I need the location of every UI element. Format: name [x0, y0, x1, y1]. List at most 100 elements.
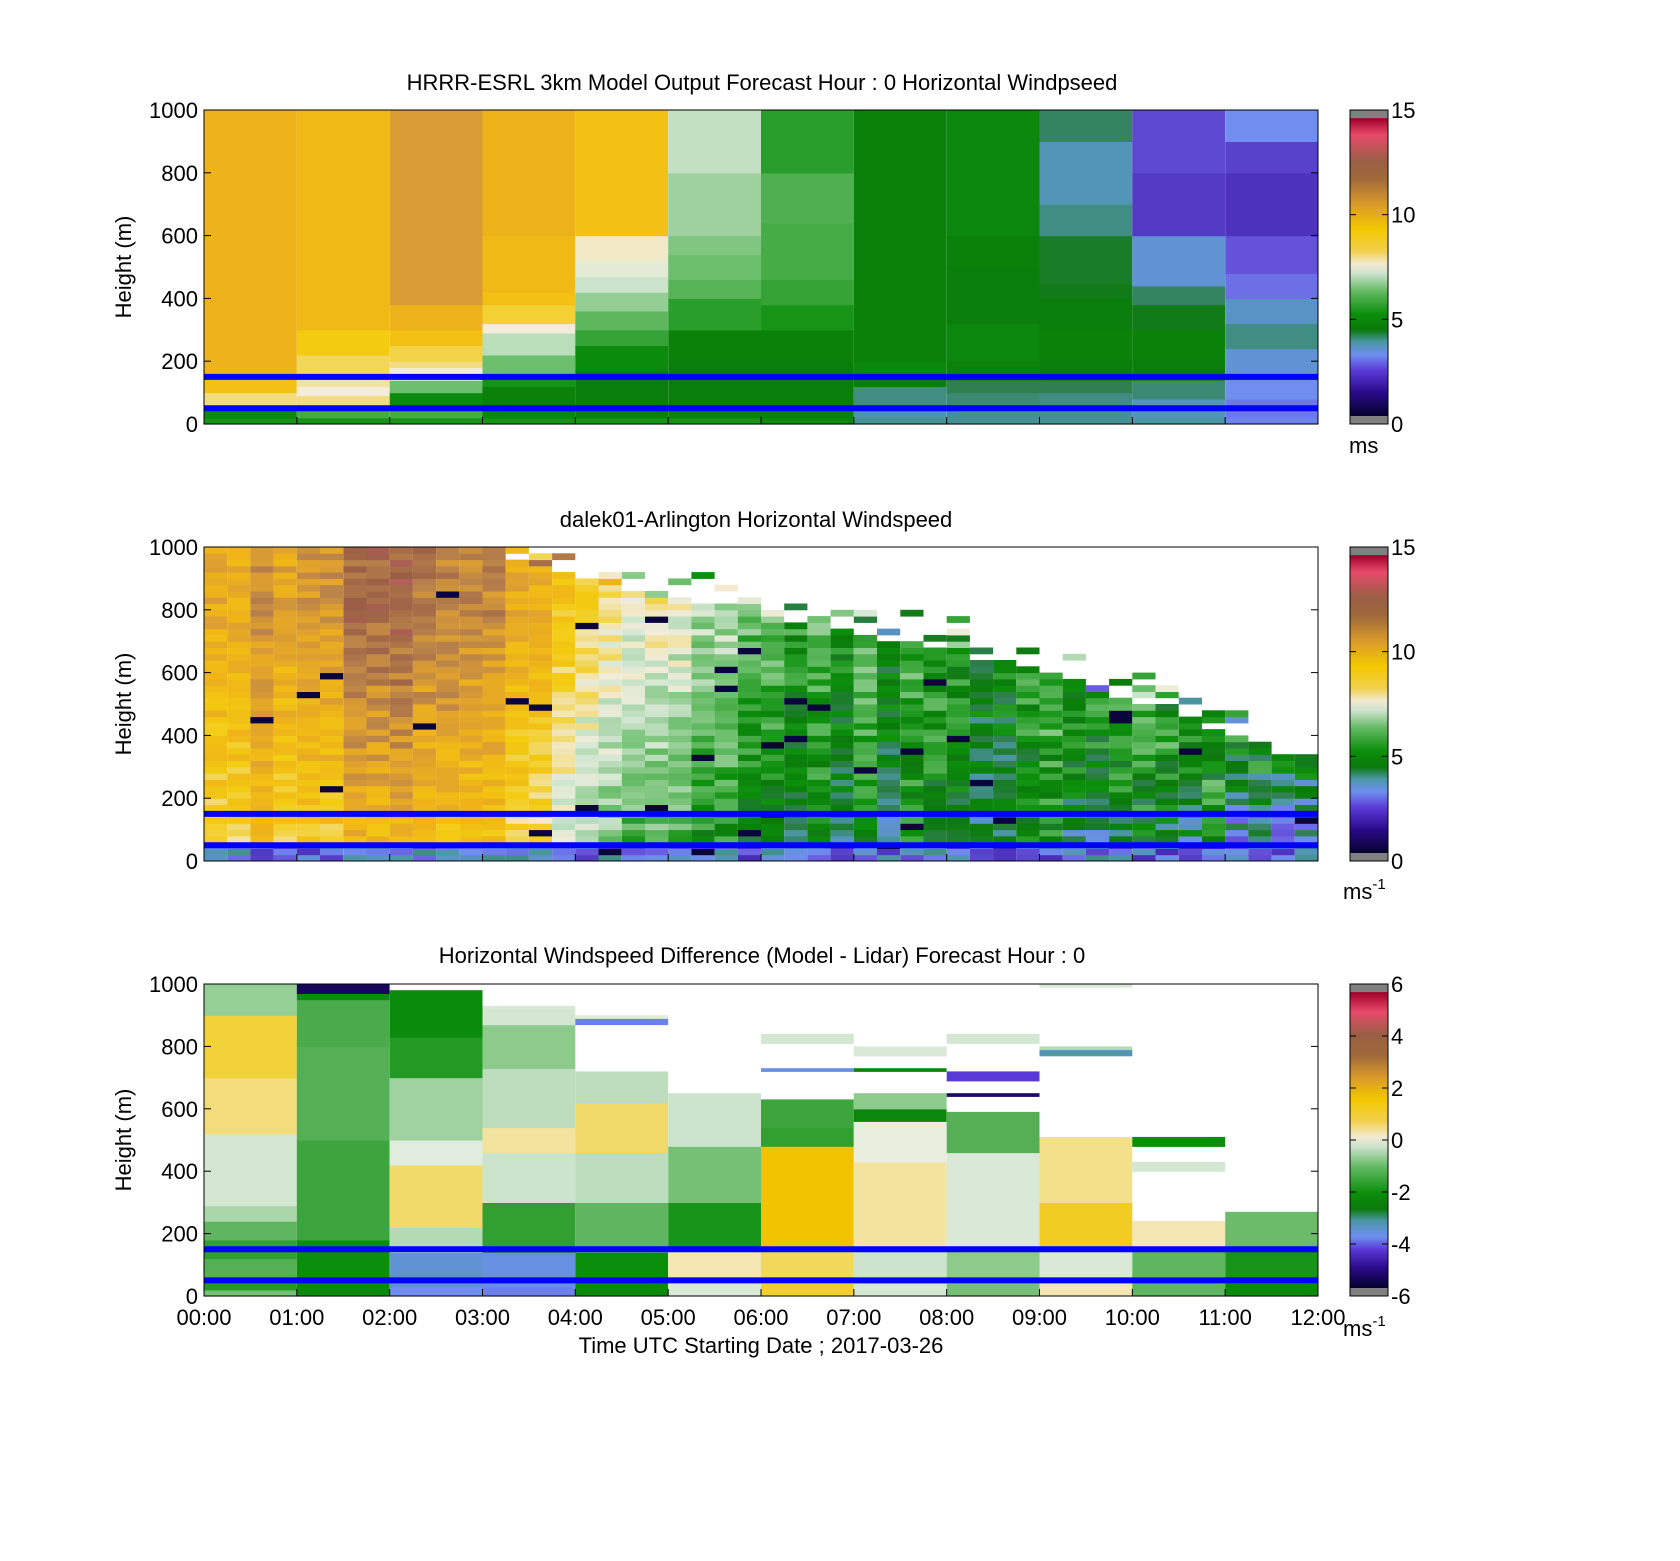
- panel-lidar-cell: [691, 660, 715, 667]
- panel-lidar-cell: [830, 741, 854, 749]
- panel-lidar-cell: [830, 854, 854, 862]
- panel-lidar-cell: [1132, 691, 1156, 699]
- panel-lidar-cell: [830, 628, 854, 636]
- panel-lidar-cell: [807, 622, 831, 630]
- panel-model-colorbar-tick-label: 0: [1391, 412, 1403, 437]
- panel-model-cell: [1039, 298, 1133, 331]
- panel-lidar-cell: [459, 710, 483, 718]
- panel-lidar-cell: [436, 647, 460, 655]
- panel-lidar-cell: [1085, 748, 1110, 755]
- panel-lidar-cell: [621, 722, 645, 730]
- panel-lidar-cell: [830, 697, 854, 705]
- panel-lidar-cell: [389, 766, 413, 774]
- panel-lidar-cell: [575, 678, 599, 686]
- panel-lidar-cell: [1294, 766, 1318, 774]
- panel-lidar-cell: [807, 660, 831, 667]
- panel-lidar-cell: [366, 653, 390, 661]
- panel-lidar-cell: [528, 835, 553, 843]
- panel-lidar-cell: [273, 616, 297, 623]
- panel-lidar-cell: [691, 779, 715, 787]
- panel-lidar-cell: [621, 854, 645, 862]
- panel-lidar-cell: [1202, 829, 1226, 837]
- panel-lidar-cell: [459, 597, 483, 604]
- panel-lidar-cell: [737, 735, 761, 743]
- panel-lidar-cell: [343, 804, 367, 812]
- panel-lidar-cell: [320, 634, 344, 642]
- panel-lidar-cell: [737, 691, 761, 699]
- panel-lidar-cell: [1271, 854, 1295, 862]
- panel-lidar-cell: [250, 559, 274, 567]
- panel-lidar-cell: [366, 716, 390, 724]
- panel-lidar-cell: [227, 829, 251, 837]
- panel-model-cell: [1039, 204, 1133, 237]
- panel-lidar-cell: [714, 653, 738, 661]
- panel-lidar-cell: [296, 760, 320, 768]
- panel-lidar-cell: [343, 647, 367, 655]
- panel-lidar-cell: [389, 622, 413, 630]
- panel-lidar-cell: [668, 766, 692, 774]
- x-tick-label: 09:00: [1012, 1305, 1067, 1330]
- panel-lidar-cell: [366, 685, 390, 692]
- panel-lidar-cell: [436, 848, 460, 856]
- panel-lidar-cell: [1109, 748, 1133, 755]
- panel-lidar-cell: [598, 584, 622, 592]
- panel-lidar-cell: [320, 716, 344, 724]
- panel-lidar-cell: [1085, 729, 1110, 736]
- panel-diff-cell: [761, 1146, 854, 1247]
- panel-lidar-cell: [830, 685, 854, 692]
- panel-lidar-cell: [969, 773, 994, 780]
- panel-lidar-cell: [877, 710, 901, 718]
- panel-lidar-cell: [389, 578, 413, 586]
- panel-lidar-cell: [1202, 835, 1226, 843]
- panel-lidar-cell: [807, 697, 831, 705]
- panel-lidar-cell: [807, 647, 831, 655]
- panel-model-cell: [1039, 380, 1133, 394]
- panel-model-colorbar-tick-label: 5: [1391, 307, 1403, 332]
- panel-lidar-cell: [552, 785, 576, 793]
- panel-lidar-cell: [412, 559, 437, 567]
- panel-lidar-cell: [552, 741, 576, 749]
- panel-lidar-cell: [366, 804, 390, 812]
- panel-lidar-cell: [320, 735, 344, 743]
- panel-lidar-cell: [737, 748, 761, 755]
- panel-lidar-cell: [714, 773, 738, 780]
- panel-lidar-cell: [366, 741, 390, 749]
- panel-model-cell: [296, 329, 390, 356]
- panel-lidar-cell: [1132, 760, 1156, 768]
- panel-lidar-cell: [552, 791, 576, 799]
- panel-lidar-cell: [714, 647, 738, 655]
- panel-lidar-cell: [482, 722, 506, 730]
- panel-lidar-cell: [320, 760, 344, 768]
- panel-lidar-cell: [436, 817, 460, 824]
- panel-lidar-cell: [1248, 798, 1272, 805]
- panel-lidar-cell: [900, 798, 924, 805]
- panel-model-colorbar-unit: ms: [1349, 433, 1378, 458]
- panel-lidar-cell: [482, 609, 506, 617]
- panel-diff-cell: [389, 1286, 483, 1297]
- panel-lidar-cell: [923, 647, 947, 655]
- panel-lidar-cell: [900, 647, 924, 655]
- panel-lidar-cell: [1225, 835, 1249, 843]
- panel-lidar-cell: [505, 672, 529, 680]
- panel-model-cell: [575, 292, 669, 312]
- panel-lidar-cell: [830, 791, 854, 799]
- panel-lidar-cell: [204, 704, 228, 711]
- panel-lidar-y-tick-label: 400: [161, 723, 198, 748]
- panel-lidar-cell: [900, 829, 924, 837]
- panel-lidar-cell: [343, 766, 367, 774]
- panel-lidar-cell: [459, 779, 483, 787]
- panel-lidar-cell: [505, 572, 529, 579]
- panel-lidar-cell: [946, 634, 970, 642]
- panel-lidar-cell: [482, 578, 506, 586]
- panel-lidar-cell: [389, 729, 413, 736]
- panel-lidar-cell: [923, 666, 947, 674]
- panel-lidar-cell: [691, 622, 715, 630]
- panel-lidar-cell: [1202, 773, 1226, 780]
- panel-lidar-cell: [737, 697, 761, 705]
- panel-lidar-cell: [993, 854, 1017, 862]
- panel-lidar-cell: [250, 628, 274, 636]
- panel-lidar-cell: [1109, 798, 1133, 805]
- panel-diff-cell: [1132, 1136, 1226, 1147]
- panel-lidar-cell: [459, 754, 483, 761]
- panel-lidar-cell: [250, 729, 274, 736]
